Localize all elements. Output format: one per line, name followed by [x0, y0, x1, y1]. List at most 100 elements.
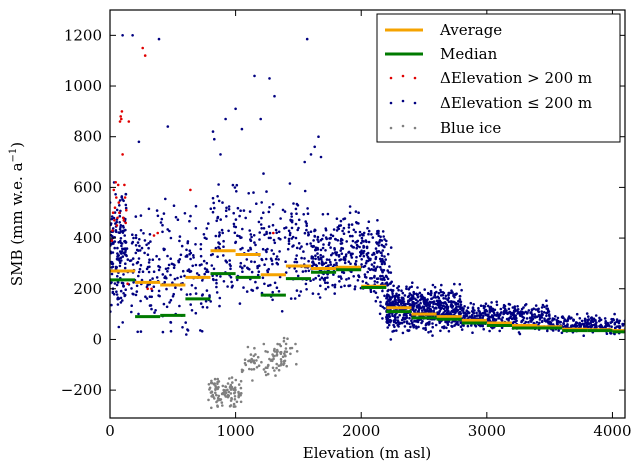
delta-le-200-point [419, 301, 422, 305]
delta-le-200-point [146, 253, 150, 256]
delta-le-200-point [305, 242, 309, 246]
delta-le-200-point [610, 320, 614, 324]
delta-le-200-point [121, 229, 124, 233]
delta-le-200-point [294, 222, 298, 226]
delta-le-200-point [304, 269, 308, 273]
delta-le-200-point [431, 322, 434, 325]
delta-le-200-point [415, 326, 418, 330]
delta-le-200-point [394, 300, 398, 304]
delta-le-200-point [263, 263, 266, 267]
blue-ice-point [266, 350, 269, 354]
delta-le-200-point [239, 261, 243, 265]
delta-le-200-point [482, 327, 486, 331]
delta-le-200-point [144, 295, 147, 299]
delta-le-200-point [408, 322, 411, 326]
delta-le-200-point [161, 223, 164, 227]
delta-le-200-point [405, 314, 408, 318]
delta-le-200-point [230, 280, 233, 284]
delta-le-200-point [157, 268, 161, 272]
delta-le-200-point [314, 263, 318, 267]
delta-le-200-point [255, 286, 259, 290]
delta-le-200-point [215, 285, 218, 289]
delta-le-200-point [604, 320, 607, 323]
delta-le-200-point [332, 228, 336, 231]
delta-le-200-point [496, 311, 499, 315]
delta-le-200-point [306, 207, 309, 210]
delta-le-200-point [391, 289, 395, 292]
delta-le-200-point [295, 254, 299, 257]
delta-le-200-point [540, 306, 544, 309]
delta-le-200-point [215, 291, 219, 294]
delta-le-200-point [502, 306, 505, 309]
delta-le-200-point [134, 234, 138, 237]
delta-le-200-point [234, 225, 238, 229]
delta-le-200-point [114, 193, 117, 196]
delta-le-200-point [171, 281, 174, 285]
delta-le-200-point [355, 243, 359, 247]
blue-ice-point [246, 345, 250, 349]
delta-le-200-point [457, 323, 460, 327]
delta-le-200-point [134, 236, 138, 240]
delta-le-200-point [211, 130, 215, 133]
delta-le-200-point [343, 258, 347, 262]
delta-le-200-point [118, 250, 122, 253]
delta-le-200-point [227, 229, 230, 233]
delta-le-200-point [581, 322, 584, 326]
blue-ice-point [210, 406, 213, 410]
delta-le-200-point [538, 321, 541, 325]
delta-le-200-point [208, 294, 211, 297]
delta-le-200-point [275, 286, 279, 290]
delta-le-200-point [342, 256, 346, 259]
delta-le-200-point [332, 273, 335, 276]
delta-le-200-point [318, 296, 322, 299]
delta-le-200-point [295, 246, 299, 250]
delta-le-200-point [201, 293, 204, 296]
delta-le-200-point [344, 253, 348, 256]
delta-le-200-point [369, 288, 373, 292]
delta-le-200-point [172, 204, 176, 207]
delta-le-200-point [462, 311, 466, 315]
delta-gt-200-point [111, 229, 114, 232]
delta-le-200-point [379, 238, 382, 242]
delta-le-200-point [358, 230, 362, 234]
delta-le-200-point [482, 314, 485, 318]
delta-le-200-point [540, 310, 543, 313]
delta-le-200-point [377, 231, 380, 235]
blue-ice-point [262, 368, 266, 371]
delta-le-200-point [478, 316, 482, 320]
blue-ice-point [224, 391, 228, 395]
delta-le-200-point [362, 251, 365, 255]
axis-ticks [109, 10, 625, 418]
delta-le-200-point [556, 316, 560, 320]
legend-label-delta-le-200: ΔElevation ≤ 200 m [440, 94, 592, 112]
delta-le-200-point [375, 241, 378, 244]
delta-le-200-point [116, 246, 119, 250]
delta-le-200-point [268, 206, 271, 209]
delta-le-200-point [379, 265, 382, 269]
delta-le-200-point [185, 333, 188, 336]
delta-le-200-point [502, 303, 506, 307]
delta-le-200-point [114, 229, 118, 232]
delta-le-200-point [165, 305, 169, 309]
delta-le-200-point [314, 248, 317, 252]
delta-le-200-point [188, 219, 191, 223]
delta-le-200-point [143, 239, 147, 242]
delta-le-200-point [533, 315, 537, 319]
legend-label-delta-gt-200: ΔElevation > 200 m [440, 69, 592, 87]
delta-le-200-point [321, 255, 325, 258]
delta-gt-200-point [115, 224, 119, 227]
delta-le-200-point [380, 262, 384, 266]
delta-le-200-point [343, 261, 347, 265]
delta-le-200-point [372, 268, 375, 272]
delta-le-200-point [405, 312, 408, 316]
blue-ice-point [244, 363, 248, 367]
delta-le-200-point [269, 283, 272, 287]
blue-ice-point [283, 350, 287, 353]
delta-le-200-point [219, 218, 222, 221]
delta-le-200-point [164, 267, 168, 271]
delta-le-200-point [578, 322, 581, 326]
delta-gt-200-point [146, 287, 149, 291]
delta-le-200-point [334, 238, 338, 241]
delta-le-200-point [341, 238, 344, 242]
delta-le-200-point [205, 289, 209, 292]
